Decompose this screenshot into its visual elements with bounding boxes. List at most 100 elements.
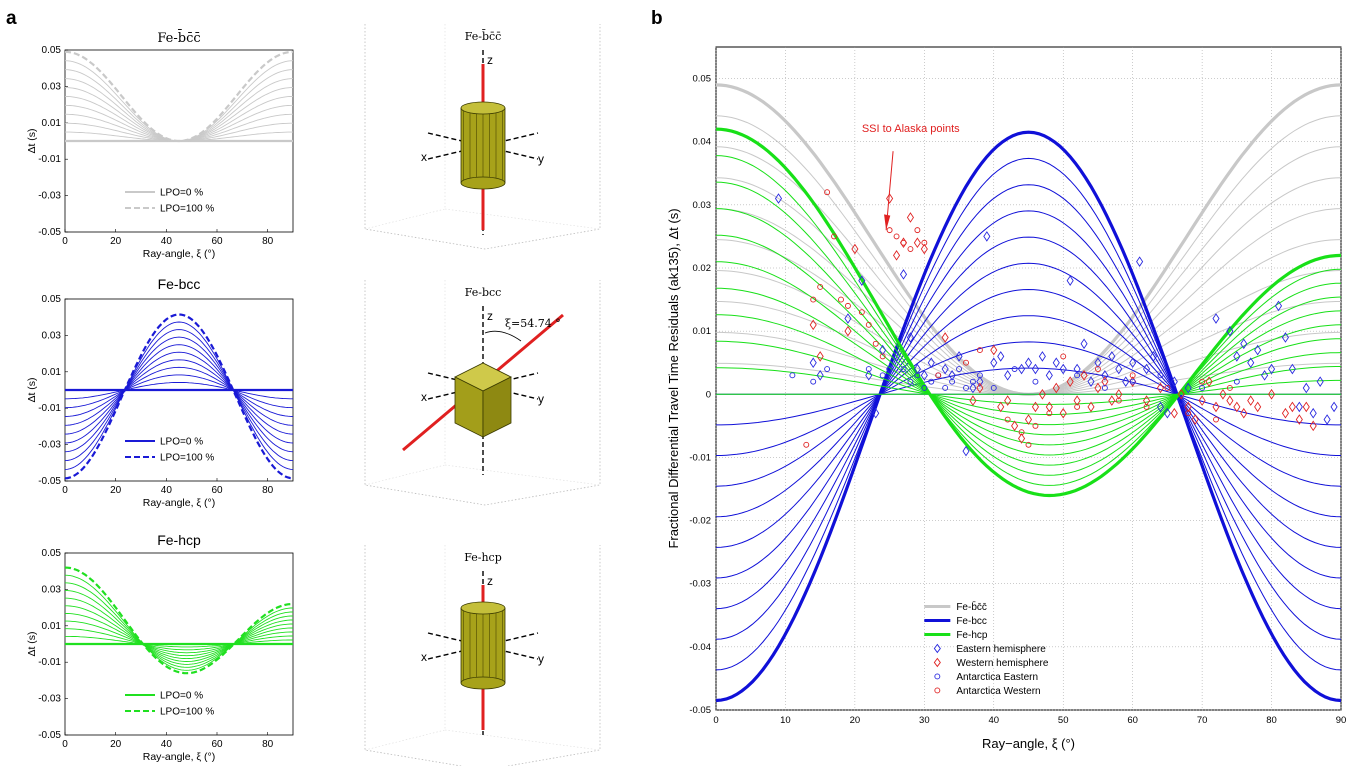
cube-right xyxy=(482,376,512,438)
data-point-diamond xyxy=(1212,401,1220,413)
data-point-diamond xyxy=(1101,370,1109,381)
data-point-diamond xyxy=(1240,338,1248,350)
data-point-diamond xyxy=(851,243,859,255)
data-point-circle xyxy=(1060,353,1067,360)
legend-label: Western hemisphere xyxy=(956,658,1049,669)
x-axis-label: Ray-angle, ξ (°) xyxy=(143,751,216,763)
y-axis-label: y xyxy=(538,152,544,166)
data-point-diamond xyxy=(1156,401,1164,413)
y-axis-label: Δt (s) xyxy=(26,631,38,656)
data-point-diamond xyxy=(1011,420,1019,432)
data-point-diamond xyxy=(1309,420,1317,432)
data-point-diamond xyxy=(1316,376,1324,387)
series-line xyxy=(64,336,294,453)
series-line xyxy=(64,359,294,426)
data-point-diamond xyxy=(1198,395,1206,406)
data-point-diamond xyxy=(844,313,852,324)
legend-swatch-diamond xyxy=(933,657,941,668)
legend-label: Fe-b̄c̄c̄ xyxy=(956,600,987,613)
data-point-diamond xyxy=(1163,407,1171,419)
data-point-diamond xyxy=(1191,414,1199,425)
data-point-diamond xyxy=(1149,351,1158,362)
y-tick-label: -0.01 xyxy=(689,452,711,463)
plot-title: Fe-bcc xyxy=(158,276,201,292)
series-line xyxy=(64,321,294,470)
legend: Fe-b̄c̄c̄ Fe-bcc Fe-hcp Eastern hemisphere W… xyxy=(924,600,1049,697)
data-point-diamond xyxy=(893,250,901,261)
data-point-diamond xyxy=(948,370,956,381)
data-point-diamond xyxy=(1115,388,1123,400)
axes-grid xyxy=(364,208,446,230)
data-point-diamond xyxy=(1233,401,1241,413)
data-point-circle xyxy=(1233,378,1240,385)
y-tick-label: 0.03 xyxy=(42,584,62,595)
small-plot-a1: Fe-b̄c̄c̄ 0 20 40 60 80 0.05 0.03 0.01 -0.01 -0.03… xyxy=(26,29,294,260)
data-point-diamond xyxy=(899,269,908,280)
y-tick-label: 0.05 xyxy=(42,294,62,305)
data-point-circle xyxy=(817,283,824,290)
data-point-circle xyxy=(810,378,817,385)
y-tick-label: 0.01 xyxy=(42,621,62,632)
data-point-diamond xyxy=(865,370,873,381)
curve-2 xyxy=(716,340,1341,415)
panel-b-letter: b xyxy=(651,8,663,29)
data-point-diamond xyxy=(997,401,1005,413)
x-tick-label: 60 xyxy=(211,739,223,750)
data-point-circle xyxy=(1032,378,1039,385)
legend-label-0: LPO=0 % xyxy=(160,188,203,199)
data-point-diamond xyxy=(774,193,783,204)
x-axis-label: x xyxy=(421,390,427,404)
data-point-diamond xyxy=(976,376,984,387)
x-tick-label: 70 xyxy=(1197,715,1208,726)
data-point-circle xyxy=(969,378,976,385)
data-point-circle xyxy=(1213,416,1219,423)
data-point-circle xyxy=(1074,372,1081,379)
legend-label-1: LPO=100 % xyxy=(160,204,214,215)
x-tick-label: 40 xyxy=(161,485,173,496)
data-point-circle xyxy=(963,359,969,366)
cylinder-top xyxy=(460,601,506,615)
curve-2 xyxy=(716,261,1341,446)
y-tick-label: -0.05 xyxy=(689,705,711,716)
data-point-diamond xyxy=(920,243,928,255)
data-point-circle xyxy=(1094,366,1101,372)
data-point-circle xyxy=(921,239,928,246)
data-point-circle xyxy=(1025,441,1032,448)
data-point-diamond xyxy=(886,363,894,375)
data-point-diamond xyxy=(1268,388,1276,400)
data-point-circle xyxy=(907,246,914,253)
data-point-circle xyxy=(1101,385,1108,391)
cylinder-bottom xyxy=(460,676,506,690)
data-point-diamond xyxy=(1073,395,1081,406)
curve-1 xyxy=(716,262,1341,548)
data-point-diamond xyxy=(1018,433,1026,444)
points xyxy=(774,189,1338,457)
data-point-diamond xyxy=(1066,376,1074,387)
diagram-title: Fe-hcp xyxy=(464,551,502,564)
y-tick-label: -0.05 xyxy=(38,476,61,487)
series-line xyxy=(64,597,293,662)
curve-2 xyxy=(716,127,1341,498)
diagram-title: Fe-b̄c̄c̄ xyxy=(465,30,502,43)
data-point-diamond xyxy=(1302,401,1310,413)
data-point-diamond xyxy=(1295,401,1303,413)
data-point-diamond xyxy=(1024,357,1033,369)
data-point-diamond xyxy=(1024,414,1033,425)
main-frame xyxy=(715,46,1342,711)
data-point-circle xyxy=(1129,372,1136,379)
y-tick-label: -0.05 xyxy=(38,227,61,238)
y-tick-label: 0.05 xyxy=(42,548,62,559)
data-point-diamond xyxy=(1080,338,1088,350)
data-point-circle xyxy=(1199,385,1206,391)
legend-swatch-circle xyxy=(934,687,941,694)
data-point-circle xyxy=(1004,416,1011,423)
data-point-diamond xyxy=(1219,388,1227,400)
series-line xyxy=(64,50,294,143)
x-axis-label: Ray−angle, ξ (°) xyxy=(982,736,1075,751)
data-point-circle xyxy=(865,366,872,372)
curve-2 xyxy=(716,367,1341,405)
legend-label-1: LPO=100 % xyxy=(160,453,214,464)
data-point-circle xyxy=(942,385,949,391)
data-point-diamond xyxy=(1281,332,1289,343)
